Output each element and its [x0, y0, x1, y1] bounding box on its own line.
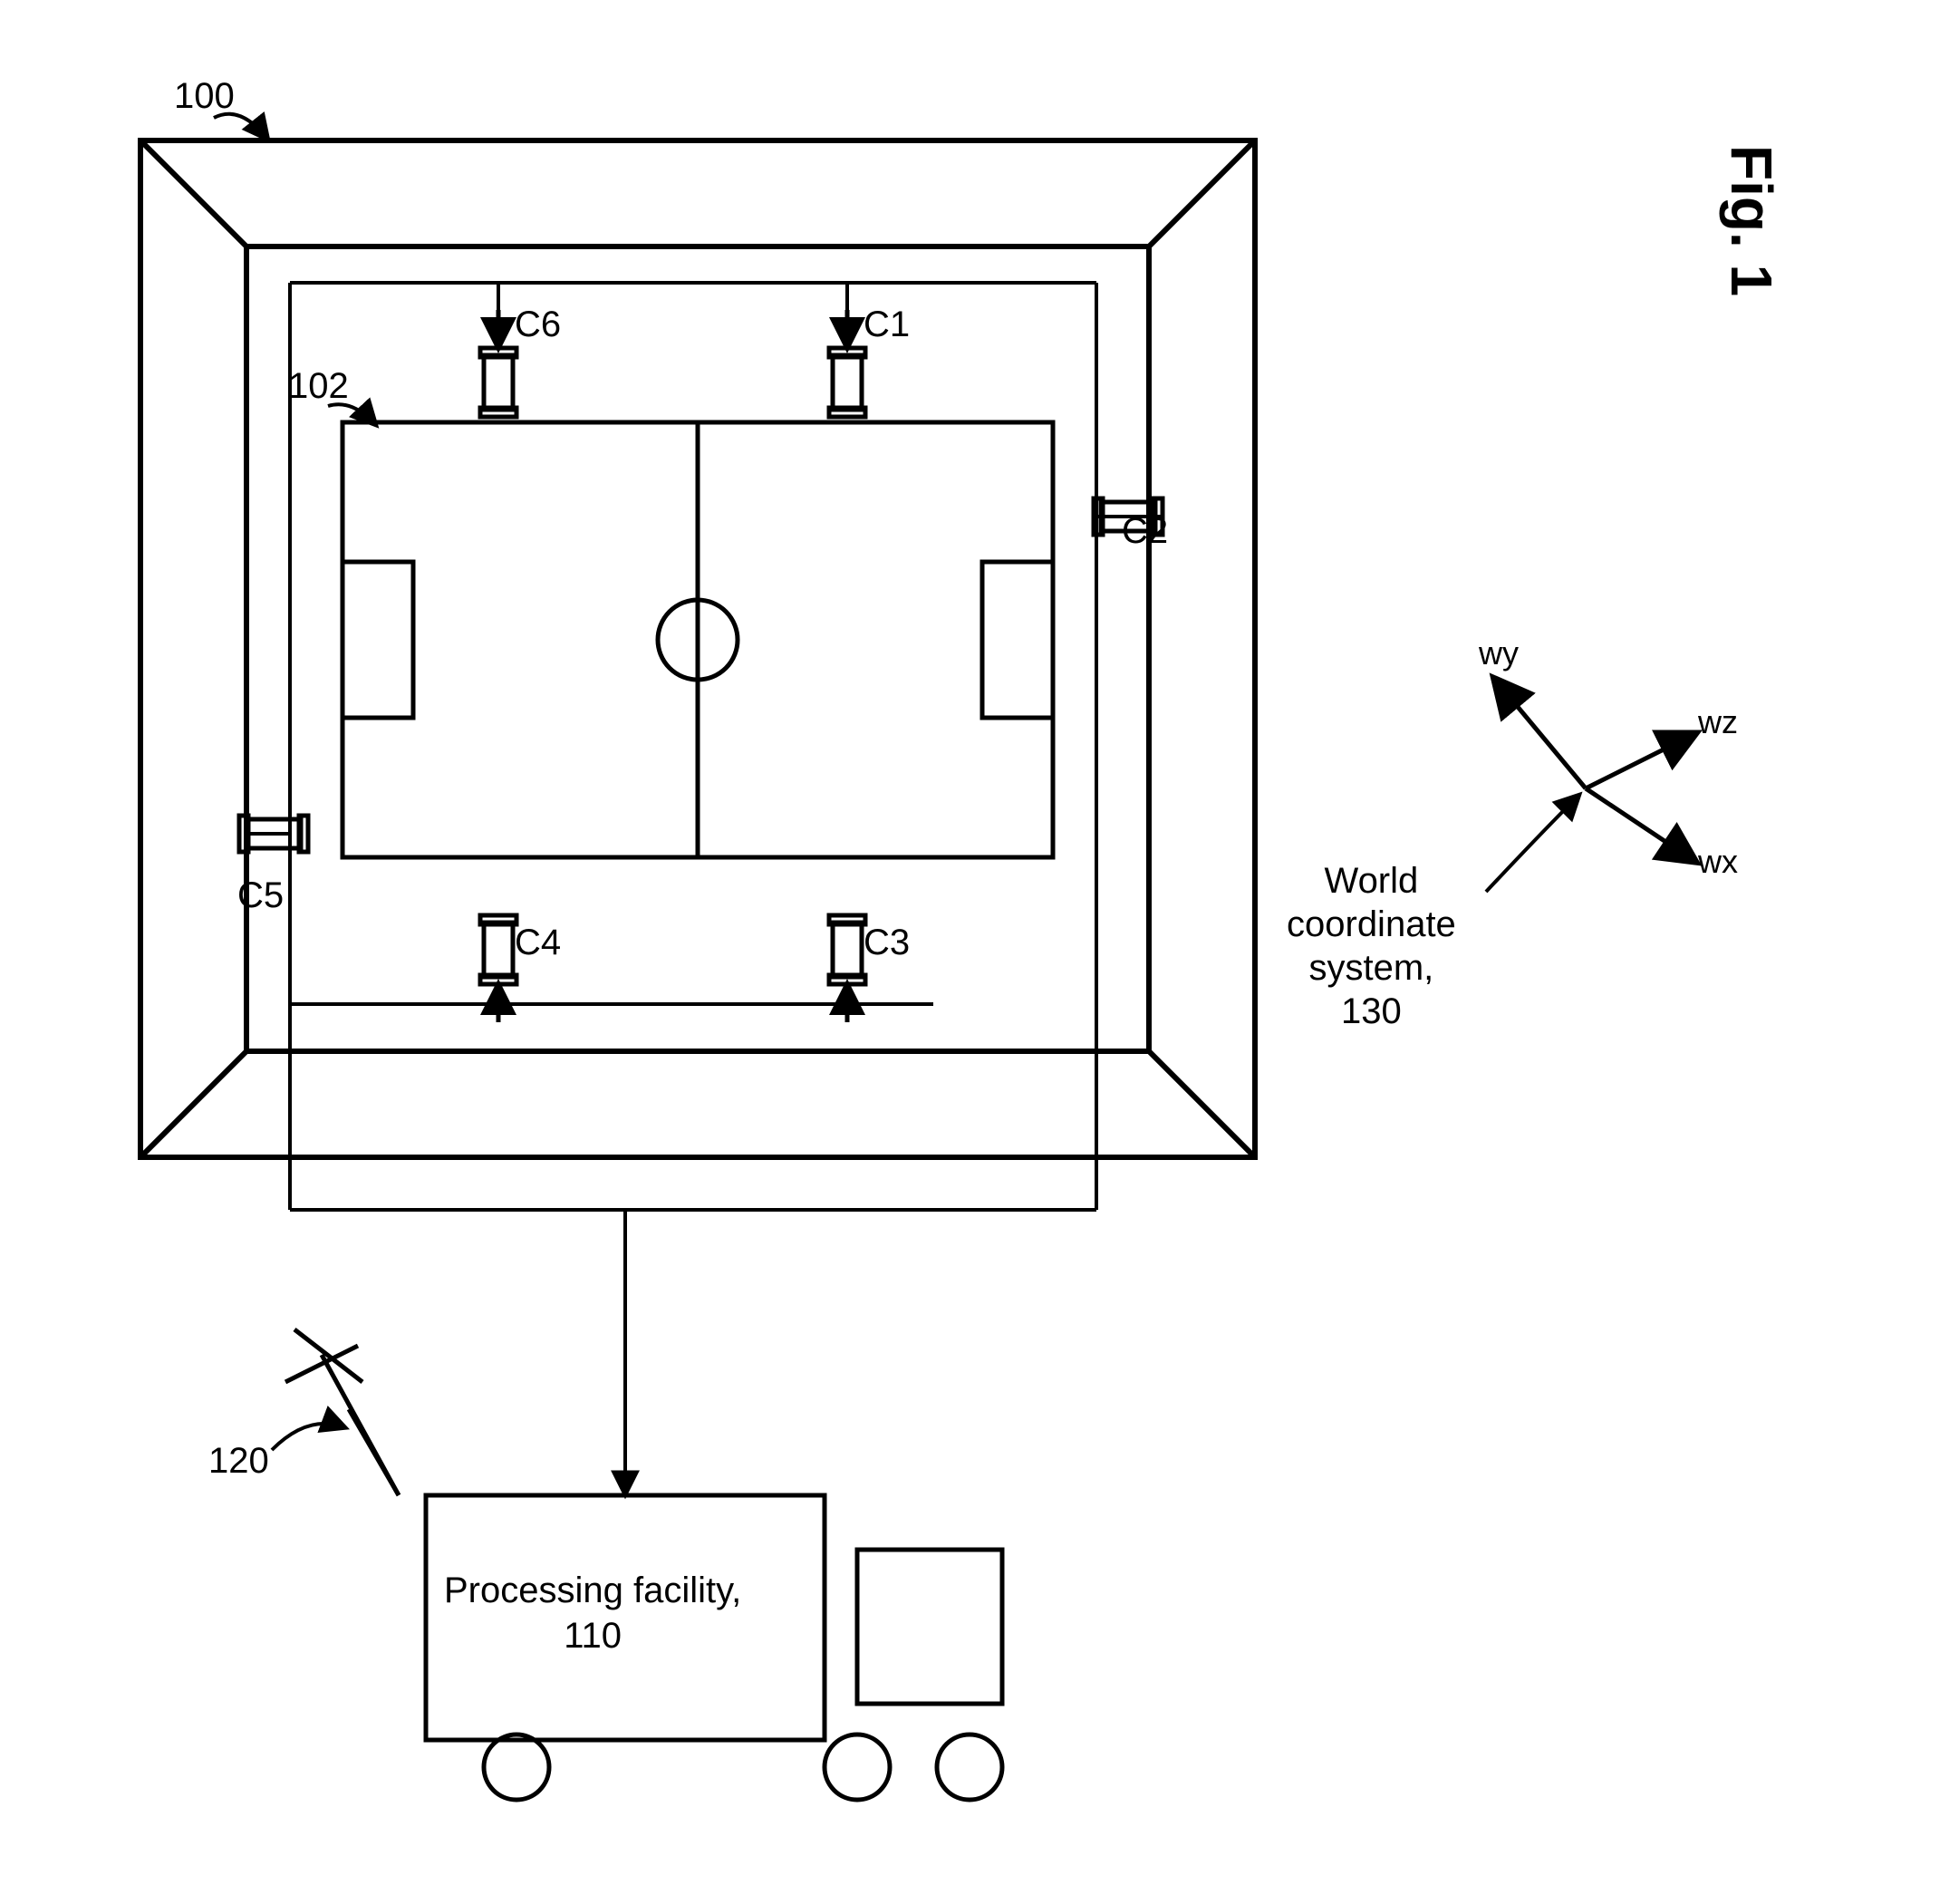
label-world-coord: World coordinate system, 130	[1287, 859, 1456, 1033]
diagram-svg	[0, 0, 1959, 1904]
label-antenna-120: 120	[208, 1441, 269, 1482]
label-wx: wx	[1698, 843, 1738, 881]
label-wy: wy	[1479, 634, 1519, 672]
wiring	[246, 283, 1163, 1493]
camera-C4	[480, 915, 516, 1022]
diagram-page: Fig. 1 100 102 C6 C1 C4 C3 C5 C2 Process…	[0, 0, 1959, 1904]
label-wz: wz	[1698, 703, 1738, 741]
field	[343, 422, 1053, 857]
camera-C3	[829, 915, 865, 1022]
label-C4: C4	[515, 923, 561, 963]
label-C6: C6	[515, 304, 561, 345]
label-C1: C1	[864, 304, 910, 345]
label-processing: Processing facility, 110	[444, 1568, 741, 1658]
figure-title: Fig. 1	[1718, 145, 1785, 296]
world-axes	[1495, 680, 1694, 861]
label-C2: C2	[1122, 511, 1168, 552]
label-stadium-100: 100	[174, 76, 235, 117]
antenna	[285, 1329, 399, 1495]
label-C5: C5	[237, 875, 284, 916]
label-field-102: 102	[288, 366, 349, 407]
label-C3: C3	[864, 923, 910, 963]
cameras	[239, 310, 1163, 1022]
